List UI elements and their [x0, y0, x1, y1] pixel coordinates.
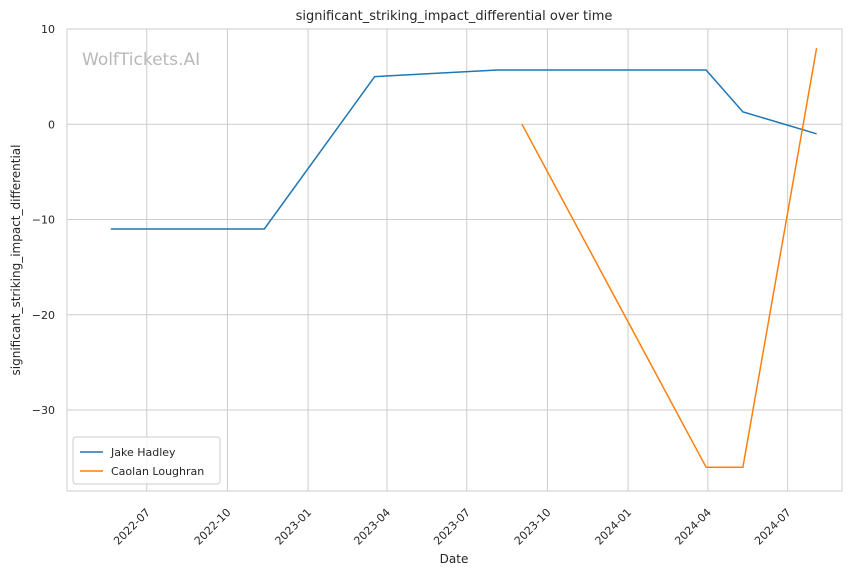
series-layer [110, 47, 818, 468]
x-axis-label: Date [440, 552, 469, 566]
x-tick-label-2023-10: 2023-10 [512, 506, 554, 548]
watermark: WolfTickets.AI [82, 50, 200, 70]
legend-label-jake-hadley: Jake Hadley [110, 446, 176, 459]
x-axis-ticks: 2022-07 2022-10 2023-01 2023-04 2023-07 2023-… [111, 506, 794, 548]
chart-title: significant_striking_impact_differential… [296, 9, 613, 24]
grid [67, 28, 842, 491]
x-tick-label-2024-07: 2024-07 [752, 506, 794, 548]
series-line-jake-hadley [110, 69, 817, 230]
series-line-caolan-loughran [521, 47, 818, 468]
x-tick-label-2022-07: 2022-07 [111, 506, 153, 548]
y-tick-label-2: −10 [32, 214, 55, 227]
x-tick-label-2023-04: 2023-04 [351, 506, 393, 548]
y-axis-label: significant_striking_impact_differential [9, 145, 23, 376]
y-tick-label-0: 10 [41, 23, 55, 36]
x-tick-label-2024-04: 2024-04 [672, 506, 714, 548]
y-tick-label-1: 0 [48, 118, 55, 131]
y-tick-label-4: −30 [32, 404, 55, 417]
plot-area [66, 28, 843, 492]
legend-label-caolan-loughran: Caolan Loughran [111, 465, 204, 478]
y-tick-label-3: −20 [32, 309, 55, 322]
x-tick-label-2022-10: 2022-10 [192, 506, 234, 548]
legend: Jake Hadley Caolan Loughran [72, 436, 221, 485]
legend-box [72, 436, 221, 485]
y-axis-ticks: 10 0 −10 −20 −30 [32, 23, 55, 417]
x-tick-label-2023-07: 2023-07 [431, 506, 473, 548]
x-tick-label-2023-01: 2023-01 [273, 506, 315, 548]
x-tick-label-2024-01: 2024-01 [593, 506, 635, 548]
